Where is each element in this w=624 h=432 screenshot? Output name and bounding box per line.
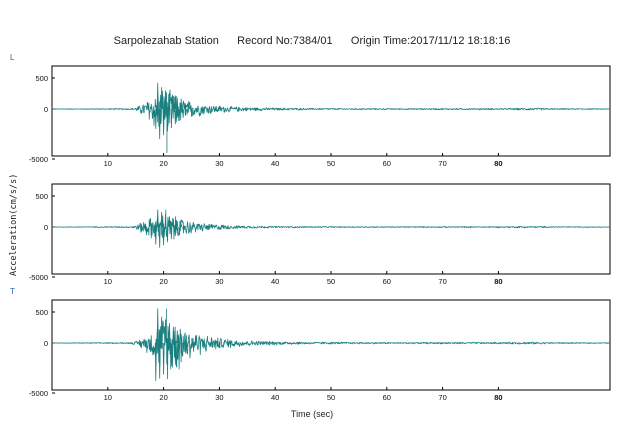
- y-tick-label-2-1: 0: [44, 339, 48, 348]
- y-tick-label-2-2: -5000: [29, 389, 48, 398]
- x-tick-label-1-4: 50: [327, 277, 335, 286]
- panel-label-0: L: [10, 53, 15, 62]
- y-tick-label-0-0: 500: [35, 74, 48, 83]
- x-tick-label-0-6: 70: [438, 159, 446, 168]
- x-tick-label-0-3: 40: [271, 159, 279, 168]
- x-tick-label-0-0: 10: [104, 159, 112, 168]
- x-tick-label-0-5: 60: [383, 159, 391, 168]
- x-tick-label-1-7: 80: [494, 277, 502, 286]
- x-tick-label-1-5: 60: [383, 277, 391, 286]
- x-tick-label-0-7: 80: [494, 159, 502, 168]
- x-tick-label-2-6: 70: [438, 393, 446, 402]
- panel-frame-2: [51, 299, 611, 391]
- panel-frame-0: [51, 65, 611, 157]
- y-tick-label-2-0: 500: [35, 308, 48, 317]
- x-tick-label-0-4: 50: [327, 159, 335, 168]
- x-tick-label-0-2: 30: [215, 159, 223, 168]
- waveform-series-1: [51, 209, 611, 248]
- y-tick-label-0-2: -5000: [29, 155, 48, 164]
- x-axis-label: Time (sec): [290, 409, 334, 419]
- x-tick-label-1-3: 40: [271, 277, 279, 286]
- x-tick-label-2-2: 30: [215, 393, 223, 402]
- y-tick-label-1-2: -5000: [29, 273, 48, 282]
- y-tick-label-1-0: 500: [35, 192, 48, 201]
- x-tick-label-2-7: 80: [494, 393, 502, 402]
- panel-label-2: T: [10, 287, 15, 296]
- x-tick-label-2-0: 10: [104, 393, 112, 402]
- x-tick-label-1-0: 10: [104, 277, 112, 286]
- x-tick-label-2-1: 20: [159, 393, 167, 402]
- x-tick-label-0-1: 20: [159, 159, 167, 168]
- y-axis-label: Acceleration(cm/s/s): [9, 173, 19, 276]
- x-tick-label-2-3: 40: [271, 393, 279, 402]
- x-tick-label-2-5: 60: [383, 393, 391, 402]
- x-tick-label-1-6: 70: [438, 277, 446, 286]
- waveform-series-0: [51, 82, 611, 153]
- x-tick-label-2-4: 50: [327, 393, 335, 402]
- y-tick-label-1-1: 0: [44, 223, 48, 232]
- chart-title: Sarpolezahab Station Record No:7384/01 O…: [113, 35, 511, 47]
- y-tick-label-0-1: 0: [44, 105, 48, 114]
- x-tick-label-1-2: 30: [215, 277, 223, 286]
- x-tick-label-1-1: 20: [159, 277, 167, 286]
- waveform-series-2: [51, 308, 611, 381]
- panel-frame-1: [51, 183, 611, 275]
